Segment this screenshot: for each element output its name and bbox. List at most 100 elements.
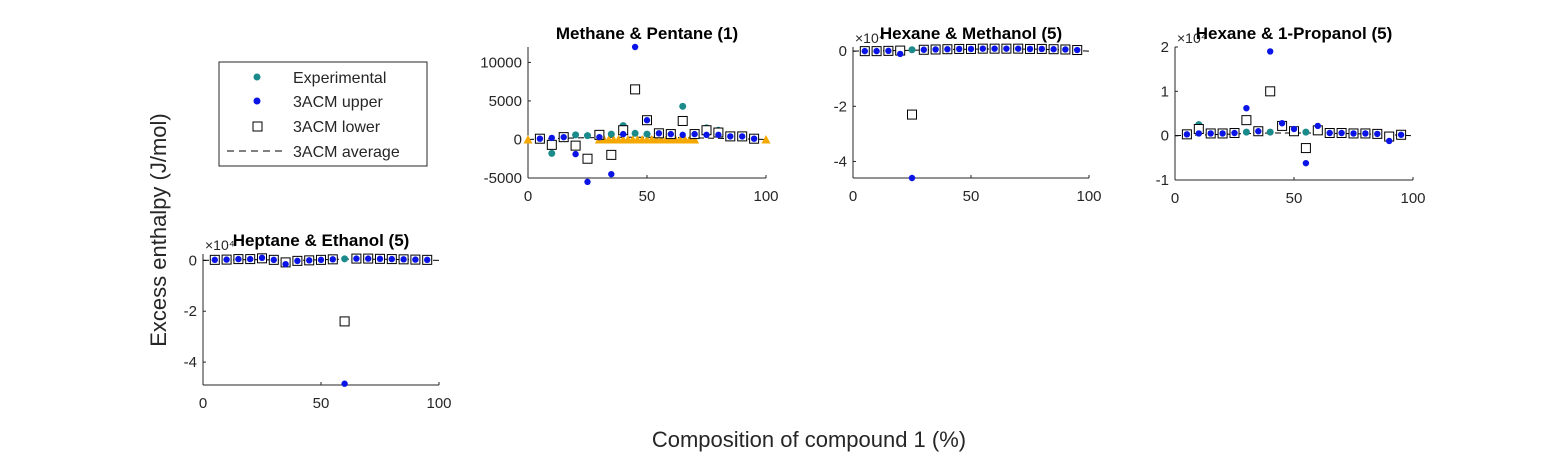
- upper-point: [1183, 131, 1191, 138]
- upper-point: [1195, 130, 1203, 137]
- upper-point: [920, 46, 927, 53]
- upper-point: [365, 255, 372, 262]
- upper-point: [376, 255, 384, 263]
- lower-point: [546, 139, 557, 150]
- panel-title: Hexane & 1-Propanol (5): [1196, 24, 1393, 43]
- y-tick-label: 0: [514, 131, 522, 148]
- x-tick-label: 50: [963, 188, 980, 205]
- legend-item-average: 3ACM average: [227, 144, 400, 161]
- upper-point: [1326, 129, 1333, 137]
- x-tick-label: 100: [1076, 188, 1101, 205]
- upper-point: [1397, 131, 1405, 138]
- upper-point: [727, 133, 734, 140]
- upper-point: [329, 256, 336, 263]
- upper-point: [1386, 137, 1393, 145]
- extra-triangle-point: [690, 134, 700, 144]
- x-tick-label: 100: [426, 395, 451, 412]
- upper-point: [1243, 104, 1250, 112]
- upper-point: [1350, 130, 1357, 137]
- x-tick-label: 0: [849, 188, 857, 205]
- experimental-point: [572, 131, 580, 139]
- upper-point: [1219, 130, 1226, 137]
- experimental-point: [1242, 128, 1250, 136]
- y-axis-label: Excess enthalpy (J/mol): [146, 113, 171, 347]
- upper-point: [1050, 46, 1057, 53]
- upper-point: [956, 45, 963, 53]
- upper-point: [631, 43, 639, 51]
- x-tick-label: 0: [199, 395, 207, 412]
- upper-point: [270, 256, 277, 264]
- upper-point: [306, 257, 313, 264]
- upper-point: [247, 255, 254, 263]
- y-tick-label: -4: [184, 354, 197, 371]
- upper-point: [211, 256, 218, 264]
- upper-point: [885, 47, 892, 55]
- upper-point: [691, 130, 698, 138]
- upper-point: [703, 131, 710, 139]
- legend-label-lower: 3ACM lower: [293, 119, 381, 136]
- upper-point: [1338, 129, 1345, 137]
- upper-point: [1015, 45, 1022, 52]
- upper-point: [341, 380, 348, 387]
- x-tick-label: 100: [1400, 190, 1425, 207]
- lower-point: [677, 115, 688, 126]
- panel-title: Heptane & Ethanol (5): [233, 231, 410, 250]
- upper-point: [679, 131, 686, 139]
- extra-triangle-point: [523, 134, 533, 144]
- y-tick-label: 0: [839, 43, 847, 60]
- upper-point: [400, 256, 407, 263]
- plot-area: [1175, 47, 1413, 180]
- upper-point: [1302, 159, 1310, 167]
- experimental-point: [1302, 128, 1310, 136]
- upper-point: [258, 254, 266, 262]
- upper-point: [655, 130, 663, 137]
- upper-point: [584, 178, 591, 186]
- y-tick-label: -2: [184, 303, 197, 320]
- y-tick-label: 1: [1161, 83, 1169, 100]
- upper-point: [1290, 125, 1298, 133]
- x-tick-label: 50: [1286, 190, 1303, 207]
- legend-label-average: 3ACM average: [293, 144, 400, 161]
- y-exponent-label: ×10⁴: [205, 237, 235, 253]
- upper-point: [596, 133, 603, 141]
- y-tick-label: -4: [834, 153, 847, 170]
- upper-point: [667, 130, 674, 138]
- legend-marker-lower: [252, 121, 263, 132]
- x-tick-label: 50: [639, 188, 656, 205]
- upper-point: [908, 174, 916, 182]
- y-tick-label: 2: [1161, 39, 1169, 56]
- y-tick-label: -2: [834, 98, 847, 115]
- upper-point: [548, 134, 555, 142]
- lower-point: [1300, 143, 1311, 154]
- upper-point: [1062, 46, 1069, 53]
- upper-point: [1003, 45, 1010, 52]
- x-tick-label: 50: [313, 395, 330, 412]
- upper-point: [1267, 48, 1274, 55]
- y-tick-label: 5000: [489, 93, 522, 110]
- upper-point: [620, 130, 627, 138]
- lower-point: [339, 316, 350, 327]
- lower-point: [907, 109, 917, 120]
- experimental-point: [1266, 128, 1274, 136]
- plot-area: [203, 254, 439, 385]
- upper-point: [1074, 46, 1081, 54]
- experimental-point: [643, 130, 651, 138]
- upper-point: [424, 256, 431, 264]
- upper-point: [750, 135, 758, 142]
- upper-point: [861, 47, 868, 55]
- upper-point: [1026, 45, 1034, 53]
- upper-point: [967, 45, 975, 53]
- legend-label-experimental: Experimental: [293, 70, 386, 87]
- y-tick-label: 0: [1161, 128, 1169, 145]
- upper-point: [282, 260, 289, 268]
- y-tick-label: -1: [1156, 172, 1169, 189]
- experimental-point: [908, 46, 916, 54]
- upper-point: [1231, 129, 1238, 137]
- upper-point: [572, 150, 579, 158]
- upper-point: [388, 255, 395, 263]
- panel-title: Methane & Pentane (1): [556, 24, 738, 43]
